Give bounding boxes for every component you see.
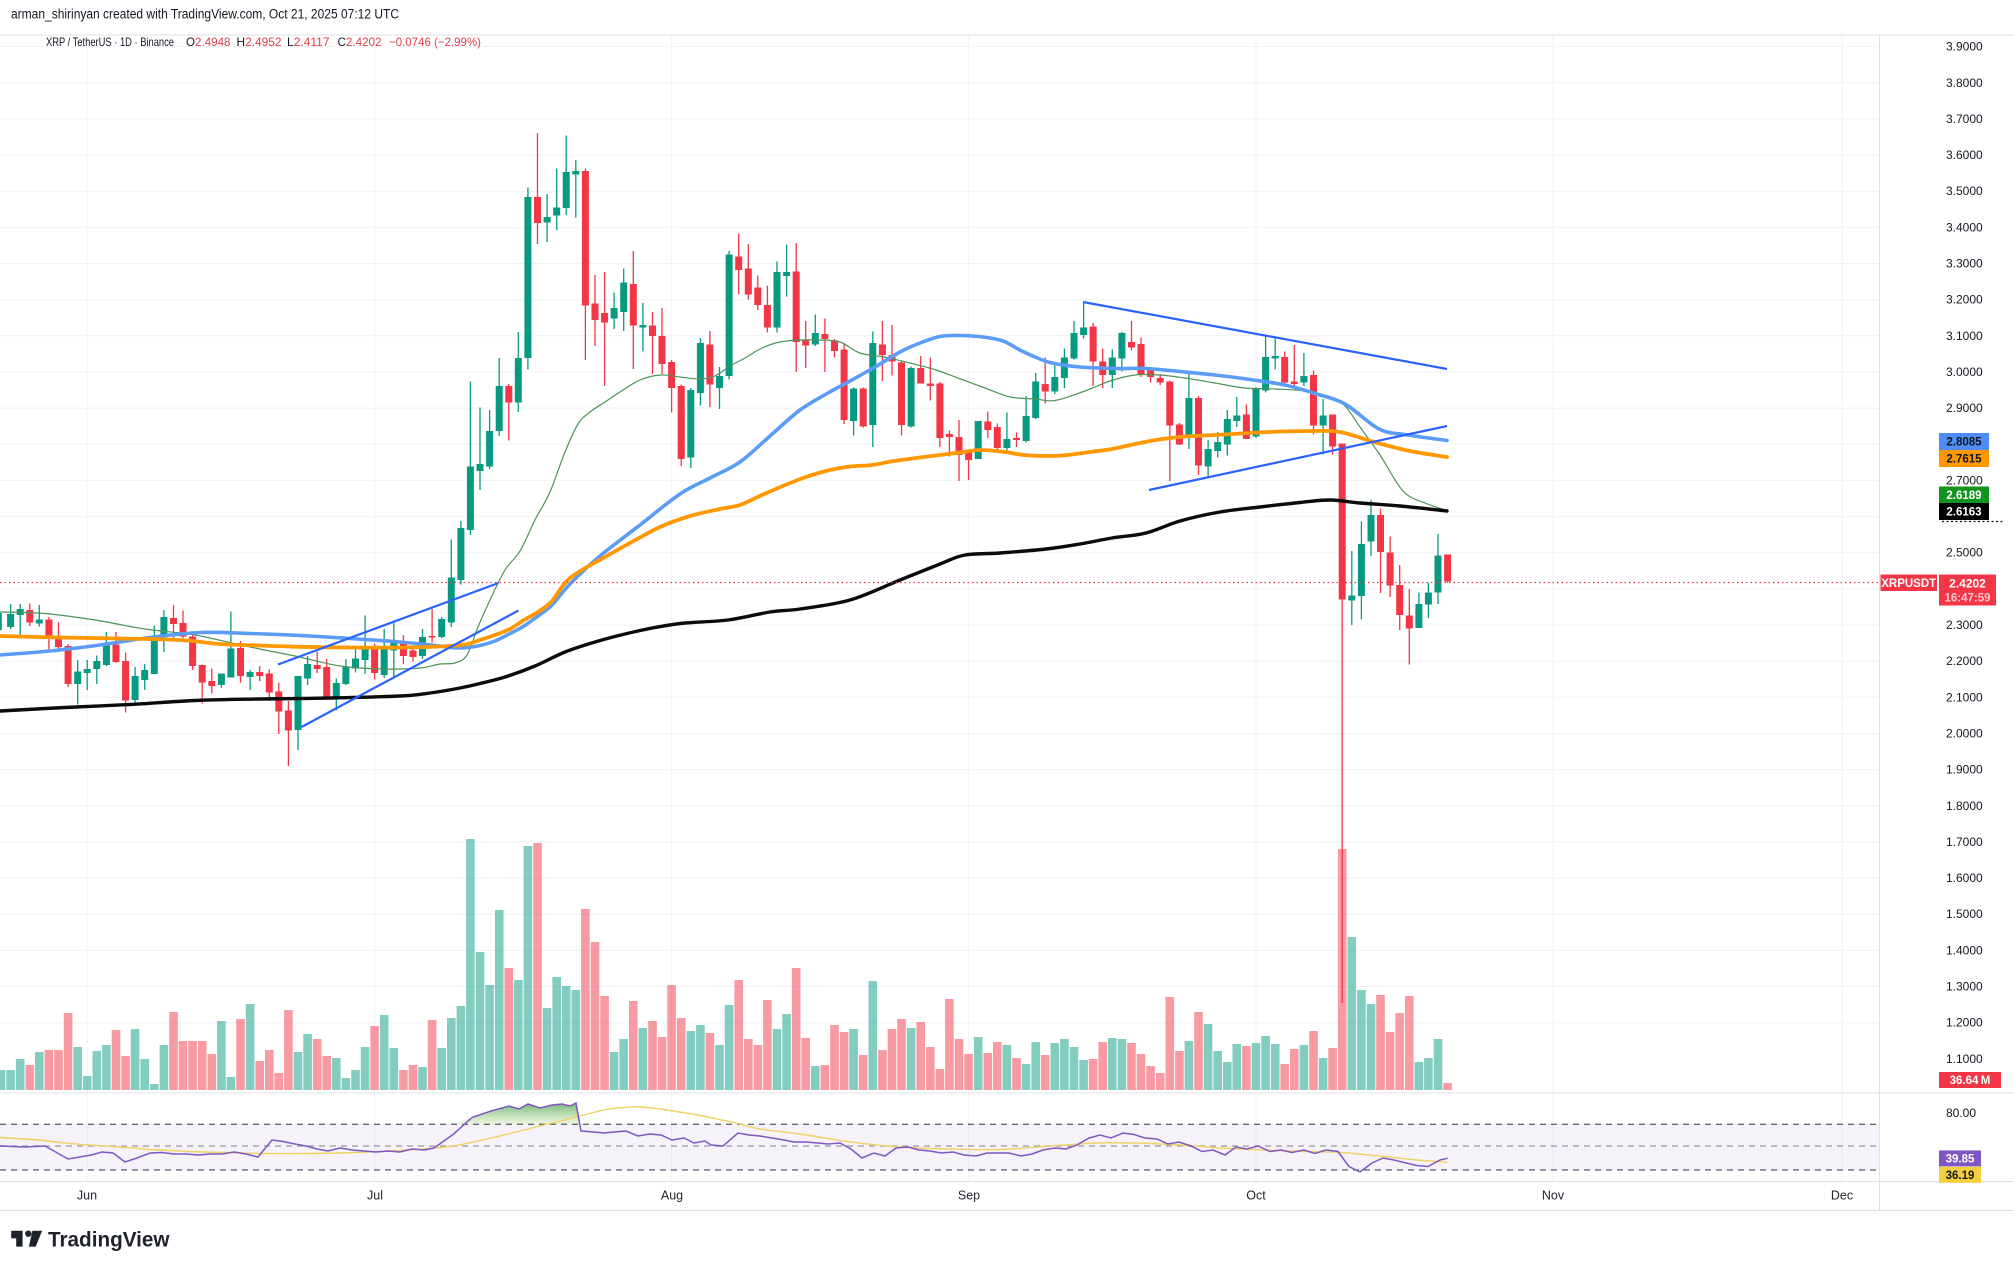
- svg-text:3.4000: 3.4000: [1946, 220, 1983, 234]
- svg-text:XRPUSDT: XRPUSDT: [1881, 578, 1936, 590]
- svg-text:16:47:59: 16:47:59: [1944, 593, 1990, 605]
- svg-text:L2.4117: L2.4117: [287, 35, 330, 49]
- svg-text:H2.4952: H2.4952: [237, 35, 282, 49]
- svg-text:2.1000: 2.1000: [1946, 690, 1983, 704]
- svg-text:3.9000: 3.9000: [1946, 40, 1983, 54]
- svg-text:1.9000: 1.9000: [1946, 763, 1983, 777]
- svg-text:1.1000: 1.1000: [1946, 1052, 1983, 1066]
- svg-text:1.6000: 1.6000: [1946, 871, 1983, 885]
- svg-text:80.00: 80.00: [1946, 1106, 1976, 1120]
- svg-text:3.8000: 3.8000: [1946, 76, 1983, 90]
- svg-text:1.2000: 1.2000: [1946, 1016, 1983, 1030]
- svg-text:Jun: Jun: [77, 1189, 97, 1203]
- svg-text:39.85: 39.85: [1946, 1153, 1975, 1165]
- svg-text:2.5000: 2.5000: [1946, 546, 1983, 560]
- svg-text:2.3000: 2.3000: [1946, 618, 1983, 632]
- svg-text:2.8085: 2.8085: [1946, 437, 1982, 449]
- svg-text:3.6000: 3.6000: [1946, 148, 1983, 162]
- svg-text:3.2000: 3.2000: [1946, 293, 1983, 307]
- svg-text:XRP / TetherUS · 1D · Binance: XRP / TetherUS · 1D · Binance: [46, 35, 174, 49]
- svg-text:1.5000: 1.5000: [1946, 907, 1983, 921]
- svg-text:2.6163: 2.6163: [1946, 507, 1981, 519]
- svg-text:−0.0746 (−2.99%): −0.0746 (−2.99%): [389, 35, 481, 49]
- svg-text:1.7000: 1.7000: [1946, 835, 1983, 849]
- svg-text:36.64 M: 36.64 M: [1950, 1075, 1991, 1087]
- svg-text:2.7615: 2.7615: [1946, 454, 1982, 466]
- svg-text:2.7000: 2.7000: [1946, 473, 1983, 487]
- svg-text:Oct: Oct: [1246, 1189, 1266, 1203]
- svg-text:1.3000: 1.3000: [1946, 980, 1983, 994]
- svg-text:Dec: Dec: [1831, 1189, 1853, 1203]
- svg-text:3.3000: 3.3000: [1946, 257, 1983, 271]
- svg-text:TradingView: TradingView: [48, 1228, 170, 1252]
- svg-text:C2.4202: C2.4202: [338, 35, 382, 49]
- svg-text:2.0000: 2.0000: [1946, 727, 1983, 741]
- svg-text:Sep: Sep: [958, 1189, 980, 1203]
- svg-text:Aug: Aug: [661, 1189, 683, 1203]
- svg-text:Nov: Nov: [1542, 1189, 1565, 1203]
- svg-text:2.6189: 2.6189: [1946, 490, 1981, 502]
- svg-text:O2.4948: O2.4948: [186, 35, 231, 49]
- svg-text:Jul: Jul: [367, 1189, 383, 1203]
- svg-text:2.4202: 2.4202: [1949, 577, 1986, 591]
- svg-text:3.5000: 3.5000: [1946, 184, 1983, 198]
- svg-text:2.9000: 2.9000: [1946, 401, 1983, 415]
- svg-text:arman_shirinyan created with T: arman_shirinyan created with TradingView…: [11, 7, 399, 22]
- svg-text:2.2000: 2.2000: [1946, 654, 1983, 668]
- svg-text:3.1000: 3.1000: [1946, 329, 1983, 343]
- svg-text:1.8000: 1.8000: [1946, 799, 1983, 813]
- svg-text:3.0000: 3.0000: [1946, 365, 1983, 379]
- svg-text:1.4000: 1.4000: [1946, 943, 1983, 957]
- svg-text:36.19: 36.19: [1946, 1170, 1975, 1182]
- svg-text:3.7000: 3.7000: [1946, 112, 1983, 126]
